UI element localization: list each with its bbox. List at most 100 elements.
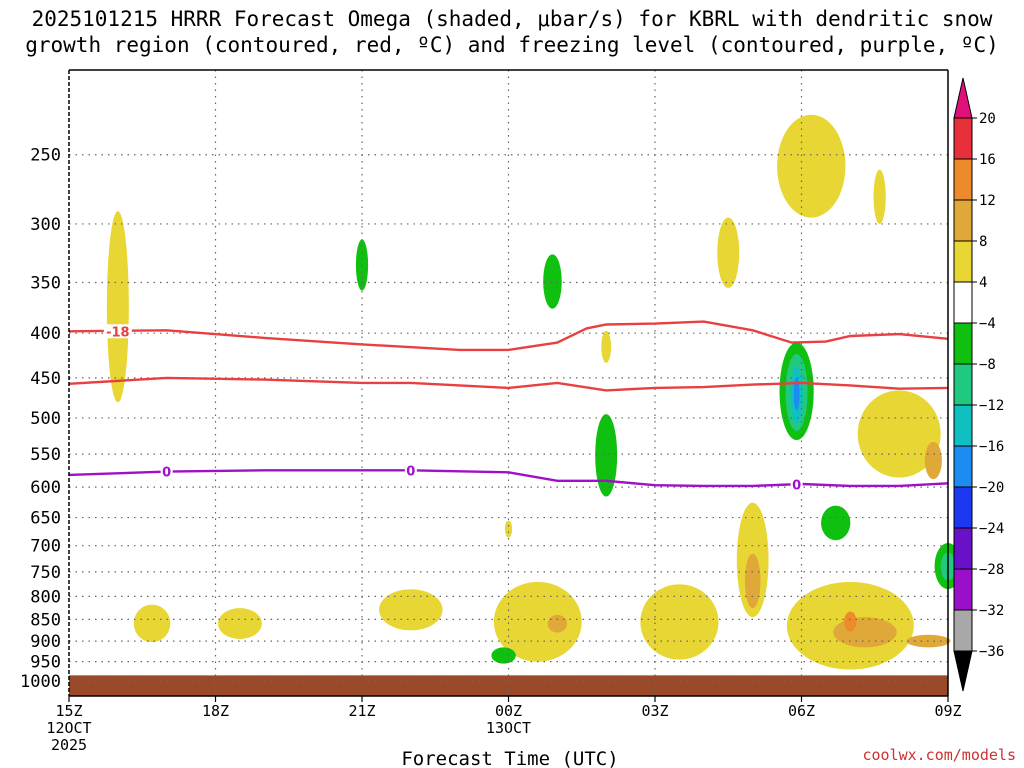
contour-label-3: 0: [792, 479, 801, 494]
x-axis-label: Forecast Time (UTC): [401, 748, 618, 768]
colorbar-swatch-6: [953, 363, 973, 406]
y-tick-label-300: 300: [30, 215, 61, 235]
colorbar-swatch-4: [953, 281, 973, 324]
colorbar-label-1: 16: [979, 152, 996, 168]
x-tick-label-15-0: 06Z: [788, 702, 815, 720]
contour-dgz-bottom: [68, 376, 949, 392]
colorbar-swatch-0: [953, 117, 973, 160]
x-tick-label-3-0: 18Z: [202, 702, 229, 720]
omega-region-14: [744, 553, 761, 609]
y-tick-label-350: 350: [30, 273, 61, 293]
omega-region-30: [793, 377, 800, 411]
surface-terrain-fill: [69, 675, 948, 696]
omega-region-5: [640, 584, 719, 660]
omega-region-20: [355, 239, 369, 291]
omega-region-19: [844, 611, 857, 632]
y-tick-label-650: 650: [30, 509, 61, 529]
omega-region-16: [833, 617, 897, 648]
colorbar-swatch-9: [953, 486, 973, 529]
y-tick-label-750: 750: [30, 563, 61, 583]
chart-title-line-1: 2025101215 HRRR Forecast Omega (shaded, …: [31, 7, 993, 31]
colorbar-label-6: −8: [979, 357, 996, 373]
x-tick-label-9-1: 13OCT: [486, 719, 531, 737]
credit-link[interactable]: coolwx.com/models: [862, 746, 1016, 764]
colorbar-swatch-7: [953, 404, 973, 447]
colorbar-label-2: 12: [979, 193, 996, 209]
omega-region-21: [543, 254, 562, 309]
omega-region-12: [601, 330, 612, 363]
x-tick-label-0-2: 2025: [51, 736, 87, 754]
colorbar-top-extend: [953, 77, 973, 119]
axes: 2503003504004505005506006507007508008509…: [20, 69, 962, 754]
colorbar-label-5: −4: [979, 316, 996, 332]
y-tick-label-600: 600: [30, 478, 61, 498]
colorbar-label-10: −24: [979, 521, 1004, 537]
colorbar-swatch-11: [953, 568, 973, 611]
contour-label-2: 0: [406, 464, 415, 479]
x-tick-label-12-0: 03Z: [641, 702, 668, 720]
omega-region-22: [595, 414, 618, 497]
colorbar-label-4: 4: [979, 275, 987, 291]
colorbar-swatch-5: [953, 322, 973, 365]
omega-region-11: [504, 520, 513, 538]
omega-region-15: [547, 614, 568, 633]
omega-region-9: [777, 114, 846, 218]
omega-region-2: [217, 608, 262, 639]
contour-label-bg-0: [103, 324, 132, 339]
y-tick-label-450: 450: [30, 369, 61, 389]
y-tick-label-950: 950: [30, 653, 61, 673]
surface-terrain: [69, 675, 948, 696]
colorbar-bottom-extend: [953, 650, 973, 692]
contour-label-0: -18: [106, 325, 130, 340]
x-tick-label-18-0: 09Z: [934, 702, 961, 720]
y-tick-label-800: 800: [30, 587, 61, 607]
colorbar-label-11: −28: [979, 562, 1004, 578]
y-tick-label-700: 700: [30, 537, 61, 557]
colorbar-swatch-3: [953, 240, 973, 283]
colorbar-label-9: −20: [979, 480, 1004, 496]
omega-region-8: [857, 390, 941, 478]
colorbar-label-8: −16: [979, 439, 1004, 455]
x-tick-label-0-1: 12OCT: [46, 719, 91, 737]
y-tick-label-400: 400: [30, 324, 61, 344]
omega-region-10: [717, 217, 740, 288]
colorbar-swatch-12: [953, 609, 973, 652]
y-tick-label-550: 550: [30, 445, 61, 465]
omega-region-3: [379, 589, 443, 631]
y-tick-label-900: 900: [30, 632, 61, 652]
x-tick-label-6-0: 21Z: [348, 702, 375, 720]
colorbar-label-7: −12: [979, 398, 1004, 414]
omega-region-18: [924, 441, 942, 480]
colorbar-swatch-10: [953, 527, 973, 570]
colorbar-label-3: 8: [979, 234, 987, 250]
omega-region-0: [106, 211, 129, 403]
colorbar-label-0: 20: [979, 111, 996, 127]
colorbar-label-13: −36: [979, 644, 1004, 660]
omega-shading: [106, 114, 962, 670]
y-tick-label-500: 500: [30, 409, 61, 429]
y-tick-label-850: 850: [30, 610, 61, 630]
colorbar-swatch-2: [953, 199, 973, 242]
omega-region-23: [491, 647, 516, 664]
omega-region-25: [821, 505, 851, 541]
x-tick-label-9-0: 00Z: [495, 702, 522, 720]
omega-region-4: [493, 581, 582, 662]
contour-label-1: 0: [162, 466, 171, 481]
chart-title-line-2: growth region (contoured, red, ºC) and f…: [25, 33, 999, 57]
colorbar-swatch-8: [953, 445, 973, 488]
contour-label-bg-3: [790, 477, 803, 492]
colorbar-label-12: −32: [979, 603, 1004, 619]
omega-region-1: [133, 604, 171, 643]
contour-label-bg-1: [160, 464, 173, 479]
colorbar-swatch-1: [953, 158, 973, 201]
contour-dgz-top: [68, 320, 949, 352]
x-tick-label-0-0: 15Z: [55, 702, 82, 720]
contour-lines: -18 0 0 0: [68, 320, 949, 494]
contour-freezing-level: [68, 469, 949, 488]
omega-region-13: [873, 169, 886, 224]
contour-label-bg-2: [404, 463, 417, 478]
colorbar: 20 16 12 8 4 −4 −8 −12 −16 −20 −24 −28 −32 −36: [953, 77, 1004, 692]
y-tick-label-250: 250: [30, 146, 61, 166]
y-tick-label-1000: 1000: [20, 672, 61, 692]
